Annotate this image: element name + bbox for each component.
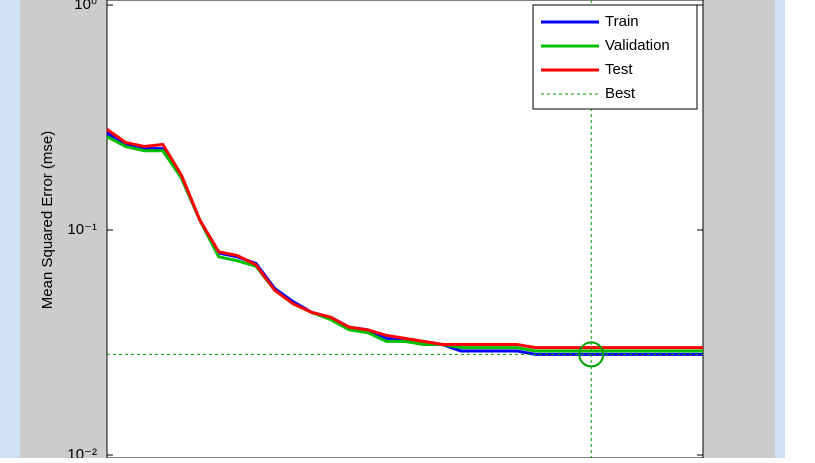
y-tick-label: 10⁰ — [74, 0, 97, 13]
legend-label: Test — [605, 61, 633, 78]
legend-label: Best — [605, 85, 636, 102]
y-tick-label: 10⁻¹ — [67, 221, 97, 238]
best-marker — [578, 341, 605, 368]
y-tick-label: 10⁻² — [67, 446, 97, 458]
y-axis-label: Mean Squared Error (mse) — [39, 131, 56, 309]
legend-label: Validation — [605, 37, 670, 54]
series-line — [106, 128, 703, 350]
legend-label: Train — [605, 13, 639, 30]
